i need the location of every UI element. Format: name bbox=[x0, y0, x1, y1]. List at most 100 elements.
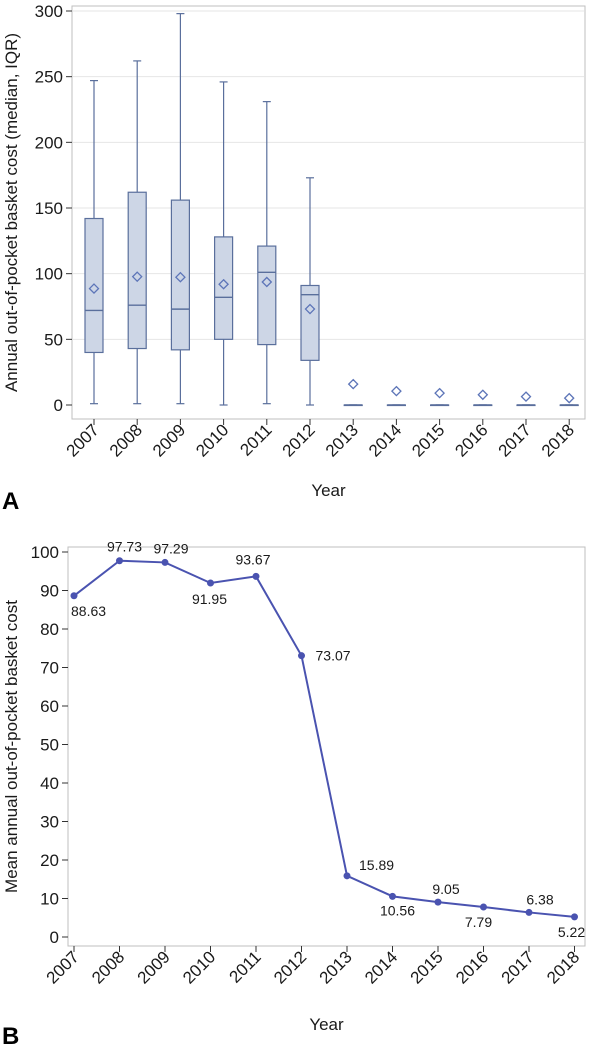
box-2014 bbox=[386, 385, 406, 407]
box-2012 bbox=[300, 177, 320, 406]
x-tick-label: 2017 bbox=[498, 947, 538, 987]
data-label-2014: 10.56 bbox=[380, 902, 415, 918]
mean-marker bbox=[520, 391, 532, 403]
data-point-2012 bbox=[298, 652, 305, 660]
x-tick-label: 2009 bbox=[149, 420, 189, 460]
iqr-box bbox=[170, 199, 190, 351]
box-2017 bbox=[516, 391, 536, 407]
x-tick-label: 2016 bbox=[452, 947, 492, 987]
iqr-box bbox=[257, 245, 277, 346]
panel-b-data-labels: 88.63 97.73 97.29 91.95 93.67 73.07 15.89 10.56… bbox=[71, 539, 585, 940]
y-tick-label: 200 bbox=[35, 133, 63, 152]
x-tick-label: 2015 bbox=[407, 947, 447, 987]
data-point-2009 bbox=[161, 558, 169, 566]
mean-marker bbox=[563, 392, 575, 404]
y-tick-label: 20 bbox=[40, 851, 59, 870]
mean-marker bbox=[390, 385, 402, 397]
y-tick-label: 60 bbox=[40, 697, 59, 716]
panel-a-y-axis: 0 50 100 150 200 250 300 bbox=[35, 2, 72, 415]
y-tick-label: 0 bbox=[50, 928, 59, 947]
panel-b-line-chart: 0 10 20 30 40 50 60 70 80 90 100 88.63 97.73 97.29 91… bbox=[2, 539, 586, 1048]
iqr-box bbox=[127, 191, 147, 350]
y-tick-label: 0 bbox=[54, 396, 63, 415]
panel-b-y-axis: 0 10 20 30 40 50 60 70 80 90 100 bbox=[31, 543, 68, 947]
data-point-2007 bbox=[70, 592, 78, 600]
data-point-2013 bbox=[343, 872, 351, 880]
box-2015 bbox=[430, 387, 450, 407]
box-2010 bbox=[214, 81, 234, 406]
y-tick-label: 300 bbox=[35, 2, 63, 21]
box-2013 bbox=[343, 378, 363, 407]
panel-b-y-axis-title: Mean annual out-of-pocket basket cost bbox=[2, 600, 21, 893]
data-label-2012: 73.07 bbox=[316, 648, 351, 664]
data-label-2013: 15.89 bbox=[359, 857, 394, 873]
x-tick-label: 2010 bbox=[192, 420, 232, 460]
x-tick-label: 2012 bbox=[279, 420, 319, 460]
y-tick-label: 30 bbox=[40, 813, 59, 832]
mean-marker bbox=[347, 378, 359, 390]
y-tick-label: 100 bbox=[31, 543, 59, 562]
iqr-box bbox=[84, 217, 104, 354]
y-tick-label: 70 bbox=[40, 659, 59, 678]
y-tick-label: 10 bbox=[40, 890, 59, 909]
data-label-2008: 97.73 bbox=[107, 539, 142, 555]
panel-a-x-axis-title: Year bbox=[311, 481, 346, 500]
box-2018 bbox=[559, 392, 579, 407]
y-tick-label: 150 bbox=[35, 199, 63, 218]
x-tick-label: 2009 bbox=[134, 947, 174, 987]
x-tick-label: 2007 bbox=[63, 420, 103, 460]
panel-b-plot-frame bbox=[67, 546, 586, 947]
data-point-2011 bbox=[252, 572, 260, 580]
panel-b-letter: B bbox=[2, 1023, 19, 1048]
data-label-2010: 91.95 bbox=[192, 591, 227, 607]
mean-marker bbox=[477, 389, 489, 401]
mean-marker bbox=[434, 387, 446, 399]
x-tick-label: 2011 bbox=[236, 420, 275, 459]
panel-a-x-axis: 2007 2008 2009 2010 2011 2012 2013 2014 2015 2016… bbox=[63, 419, 578, 461]
x-tick-label: 2018 bbox=[538, 420, 578, 460]
y-tick-label: 50 bbox=[40, 736, 59, 755]
mean-marker bbox=[131, 271, 143, 283]
x-tick-label: 2008 bbox=[106, 420, 146, 460]
data-point-2010 bbox=[207, 579, 214, 587]
data-label-2016: 7.79 bbox=[465, 914, 492, 930]
x-tick-label: 2010 bbox=[179, 947, 219, 987]
data-label-2017: 6.38 bbox=[526, 891, 553, 907]
y-tick-label: 40 bbox=[40, 774, 59, 793]
data-point-2008 bbox=[116, 557, 123, 565]
x-tick-label: 2018 bbox=[543, 947, 583, 987]
x-tick-label: 2013 bbox=[322, 420, 362, 460]
mean-marker bbox=[304, 303, 316, 315]
box-2008 bbox=[127, 60, 147, 405]
x-tick-label: 2008 bbox=[88, 947, 128, 987]
box-2011 bbox=[257, 101, 277, 405]
x-tick-label: 2014 bbox=[365, 420, 405, 460]
panel-b-x-axis: 2007 2008 2009 2010 2011 2012 2013 2014 2015 2016… bbox=[43, 946, 583, 988]
data-point-2016 bbox=[480, 903, 487, 911]
panel-a-boxes bbox=[84, 13, 579, 407]
data-label-2011: 93.67 bbox=[235, 551, 270, 567]
y-tick-label: 80 bbox=[40, 620, 59, 639]
box-2016 bbox=[473, 389, 493, 407]
y-tick-label: 50 bbox=[44, 330, 63, 349]
x-tick-label: 2015 bbox=[408, 420, 448, 460]
y-tick-label: 90 bbox=[40, 582, 59, 601]
x-tick-label: 2011 bbox=[226, 947, 265, 986]
x-tick-label: 2014 bbox=[361, 947, 401, 987]
panel-b-x-axis-title: Year bbox=[309, 1015, 344, 1034]
y-tick-label: 250 bbox=[35, 68, 63, 87]
mean-marker bbox=[88, 283, 100, 295]
x-tick-label: 2007 bbox=[43, 947, 83, 987]
mean-marker bbox=[174, 271, 186, 283]
data-point-2015 bbox=[434, 898, 442, 906]
panel-a-y-axis-title: Annual out-of-pocket basket cost (median… bbox=[2, 33, 21, 392]
x-tick-label: 2016 bbox=[451, 420, 491, 460]
data-label-2018: 5.22 bbox=[558, 924, 585, 940]
data-point-2017 bbox=[525, 908, 533, 916]
x-tick-label: 2012 bbox=[270, 947, 310, 987]
panel-b-points bbox=[70, 557, 578, 921]
y-tick-label: 100 bbox=[35, 265, 63, 284]
mean-marker bbox=[261, 276, 273, 288]
x-tick-label: 2013 bbox=[316, 947, 356, 987]
